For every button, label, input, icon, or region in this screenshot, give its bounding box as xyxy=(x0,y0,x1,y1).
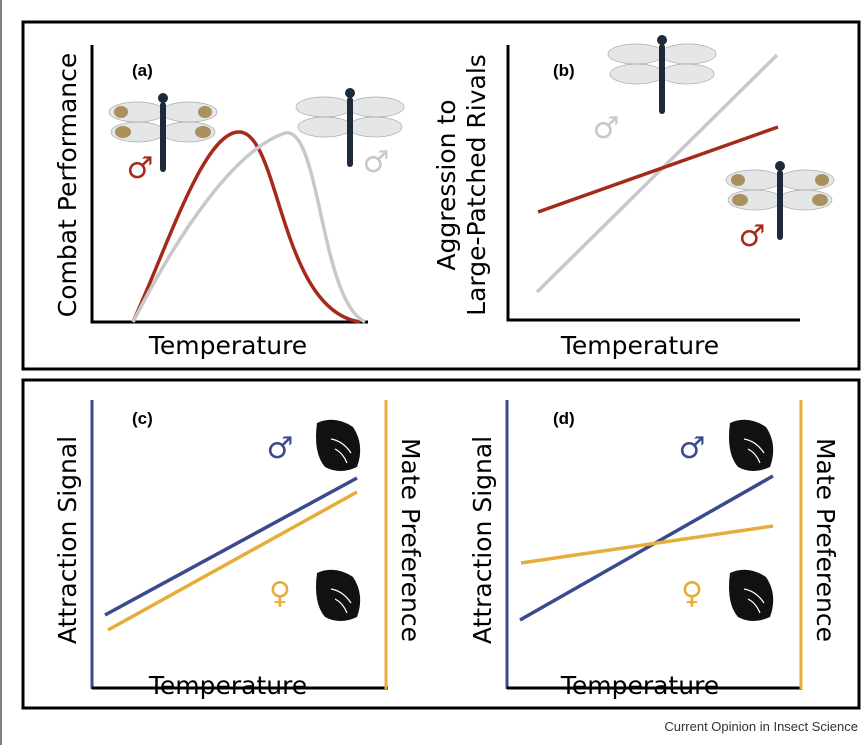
y-axis-title: Aggression to xyxy=(432,99,461,270)
dragonfly xyxy=(109,93,217,172)
symbol: ♀ xyxy=(681,576,703,611)
y-axis-title: Large-Patched Rivals xyxy=(462,54,491,316)
symbol: ♀ xyxy=(269,576,291,611)
cicada xyxy=(315,419,361,472)
symbol: ♂ xyxy=(679,431,706,466)
cicada xyxy=(315,569,361,622)
x-axis-title: Temperature xyxy=(560,331,719,360)
panel-box xyxy=(21,20,861,371)
dragonfly xyxy=(607,34,717,115)
line xyxy=(107,490,358,632)
y2-axis-title: Mate Preference xyxy=(396,438,425,642)
panel-label: (c) xyxy=(132,409,153,428)
symbol: ♂ xyxy=(739,219,766,254)
y-axis-title: Attraction Signal xyxy=(53,436,82,644)
symbol: ♂ xyxy=(127,151,154,186)
axes xyxy=(90,45,368,324)
curve xyxy=(131,130,361,324)
y-axis-title: Attraction Signal xyxy=(468,436,497,644)
line xyxy=(519,474,774,622)
axes xyxy=(506,45,800,322)
y2-axis-title: Mate Preference xyxy=(811,438,840,642)
footer: Current Opinion in Insect Science xyxy=(664,719,858,734)
curve xyxy=(131,131,366,324)
x-axis-title: Temperature xyxy=(560,671,719,700)
line xyxy=(535,53,779,294)
panel-label: (b) xyxy=(553,61,575,80)
panel-label: (d) xyxy=(553,409,575,428)
line xyxy=(104,476,358,617)
symbol: ♂ xyxy=(593,111,620,146)
cicada xyxy=(728,569,774,622)
symbol: ♂ xyxy=(267,431,294,466)
x-axis-title: Temperature xyxy=(148,671,307,700)
panel-label: (a) xyxy=(132,61,153,80)
panel-box xyxy=(21,378,861,710)
line xyxy=(537,125,779,214)
x-axis-title: Temperature xyxy=(148,331,307,360)
symbol: ♂ xyxy=(363,145,390,180)
line xyxy=(520,524,774,565)
y-axis-title: Combat Performance xyxy=(53,53,82,317)
cicada xyxy=(728,419,774,472)
